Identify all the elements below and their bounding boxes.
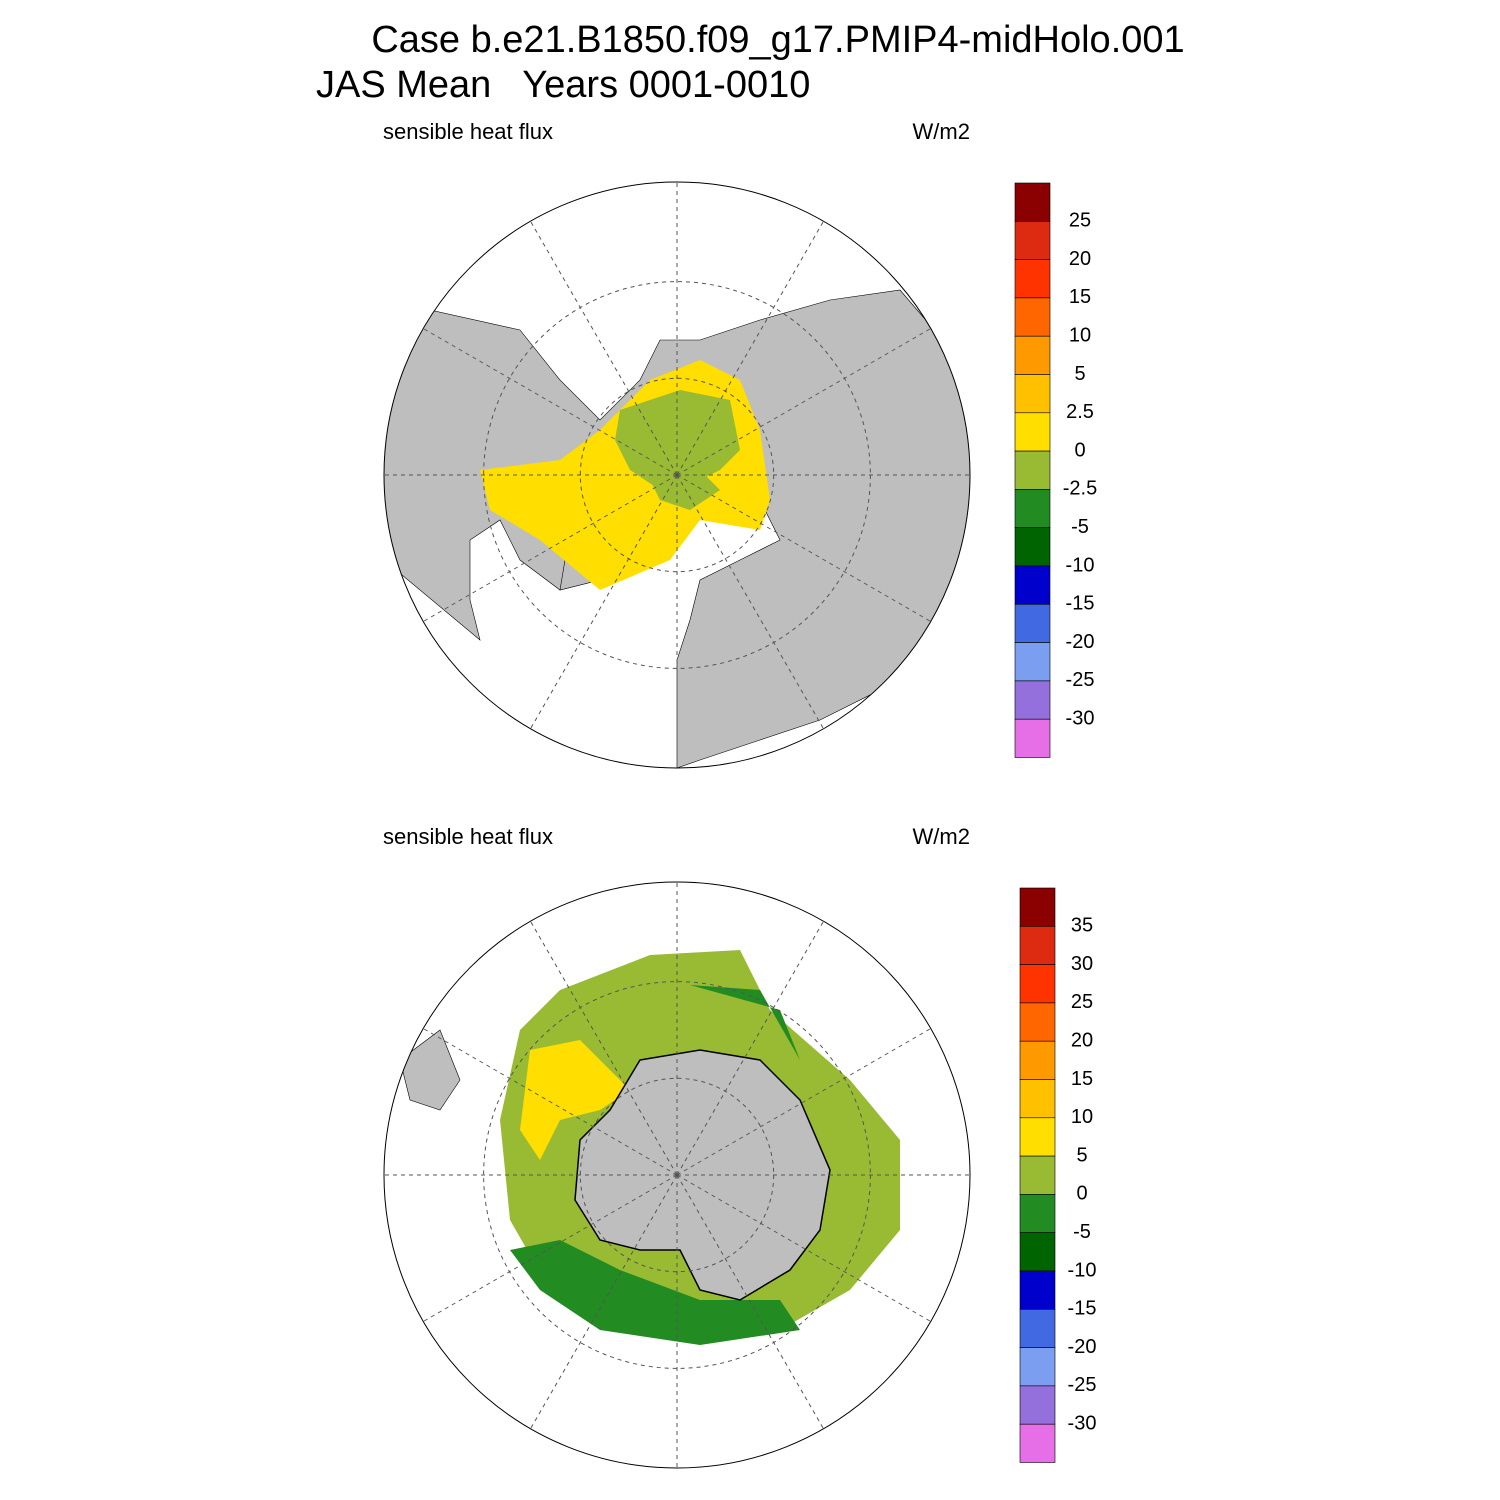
colorbar-label: 35 [1071, 915, 1093, 937]
antarctic-map [399, 950, 900, 1345]
colorbar-label: 20 [1069, 248, 1091, 270]
colorbar-box [1014, 718, 1051, 758]
meridian [676, 474, 824, 729]
colorbar-box [1019, 1423, 1056, 1463]
colorbar-label: -25 [1068, 1374, 1097, 1396]
colorbar-label: 30 [1071, 953, 1093, 975]
colorbar-label: 10 [1071, 1106, 1093, 1128]
colorbar-box [1014, 182, 1051, 222]
colorbar-box [1014, 374, 1051, 414]
panel-label: sensible heat flux [383, 119, 553, 144]
colorbar-label: 5 [1074, 363, 1085, 385]
colorbar-label: 0 [1076, 1183, 1087, 1205]
meridian [423, 474, 678, 622]
meridian [530, 221, 678, 476]
colorbar-box [1019, 1347, 1056, 1387]
colorbar-label: -15 [1068, 1298, 1097, 1320]
colorbar-label: -10 [1066, 554, 1095, 576]
colorbar-box [1014, 565, 1051, 605]
colorbar-label: -20 [1066, 631, 1095, 653]
map-grids [383, 181, 971, 1469]
meridian [530, 474, 678, 729]
colorbar-label: 10 [1069, 324, 1091, 346]
colorbar-box [1019, 1270, 1056, 1310]
colorbar-box [1014, 450, 1051, 490]
colorbar-label: -15 [1066, 593, 1095, 615]
meridian [676, 328, 931, 476]
panel-units: W/m2 [913, 824, 970, 849]
colorbar-label: 15 [1069, 286, 1091, 308]
colorbar-box [1014, 412, 1051, 452]
meridian [530, 921, 678, 1176]
colorbar-box [1014, 259, 1051, 299]
colorbar-box [1019, 1002, 1056, 1042]
panel-label: sensible heat flux [383, 824, 553, 849]
subtitle: JAS Mean Years 0001-0010 [316, 64, 810, 106]
panels: sensible heat flux W/m2 25 20 15 10 5 2.5 0 -2.5 -… [383, 119, 1097, 1463]
colorbar-label: -30 [1066, 707, 1095, 729]
meridian [676, 221, 824, 476]
arctic-map [384, 289, 970, 768]
colorbar-label: -2.5 [1063, 478, 1097, 500]
map-border [383, 881, 971, 1469]
colorbar-label: 0 [1074, 439, 1085, 461]
meridian [676, 921, 824, 1176]
colorbar-box [1014, 489, 1051, 528]
meridian [676, 1174, 824, 1429]
colorbar-box [1019, 925, 1056, 965]
colorbar-label: -20 [1068, 1336, 1097, 1358]
colorbar-box [1019, 1040, 1056, 1080]
title: Case b.e21.B1850.f09_g17.PMIP4-midHolo.0… [371, 19, 1184, 61]
meridian [423, 1028, 678, 1176]
map-border [383, 181, 971, 769]
colorbar-label: -5 [1073, 1221, 1091, 1243]
colorbar-box [1014, 335, 1051, 375]
colorbar-box [1014, 603, 1051, 643]
colorbar-box [1019, 1232, 1056, 1272]
colorbar-label: -30 [1068, 1412, 1097, 1434]
colorbar-label: -10 [1068, 1259, 1097, 1281]
colorbar-box [1019, 1117, 1056, 1157]
colorbar-box [1019, 1194, 1056, 1234]
colorbar-label: 25 [1071, 991, 1093, 1013]
colorbar-box [1019, 1155, 1056, 1195]
meridian [676, 474, 931, 622]
colorbar-label: 20 [1071, 1029, 1093, 1051]
colorbar-box [1019, 964, 1056, 1004]
meridian [423, 1174, 678, 1322]
colorbar-label: -5 [1071, 516, 1089, 538]
colorbar-box [1014, 680, 1051, 720]
meridian [676, 1174, 931, 1322]
colorbar-box [1019, 1079, 1056, 1119]
colorbar-box [1019, 1385, 1056, 1425]
colorbar-box [1014, 297, 1051, 337]
panel-units: W/m2 [913, 119, 970, 144]
colorbar-label: 2.5 [1066, 401, 1094, 423]
colorbar-label: 5 [1076, 1144, 1087, 1166]
colorbar-box [1019, 1309, 1056, 1348]
colorbar-box [1014, 642, 1051, 682]
colorbar-label: 15 [1071, 1068, 1093, 1090]
meridian [530, 1174, 678, 1429]
colorbar-box [1019, 887, 1056, 927]
colorbar-box [1014, 527, 1051, 567]
meridian [423, 328, 678, 476]
colorbar-label: 25 [1069, 210, 1091, 232]
colorbar-box [1014, 221, 1051, 260]
meridian [676, 1028, 931, 1176]
colorbar-label: -25 [1066, 669, 1095, 691]
